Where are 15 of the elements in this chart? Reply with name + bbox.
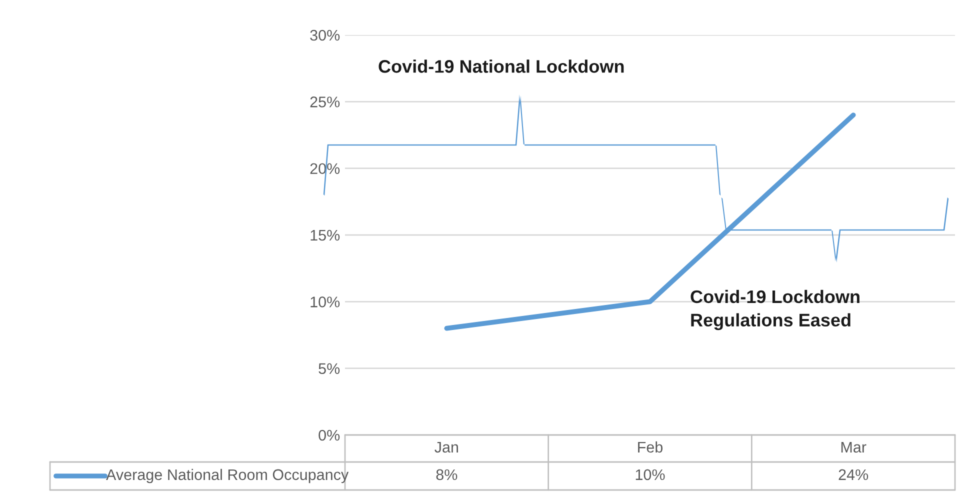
y-tick-label: 15% <box>310 230 340 241</box>
y-tick-label: 30% <box>310 30 340 41</box>
annotation: Covid-19 National Lockdown <box>378 60 624 73</box>
y-tick-label: 0% <box>318 430 340 441</box>
data-label: 24% <box>838 469 868 480</box>
x-tick-label: Jan <box>434 442 458 453</box>
y-tick-label: 10% <box>310 296 340 308</box>
annotation: Covid-19 Lockdown Regulations Eased <box>690 290 860 330</box>
data-label: 10% <box>636 469 665 480</box>
x-tick-label: Mar <box>841 442 866 453</box>
y-tick-label: 5% <box>318 363 340 374</box>
x-tick-label: Feb <box>638 441 663 453</box>
y-tick-label: 25% <box>310 96 340 108</box>
data-label: 8% <box>436 469 458 480</box>
legend-label: Average National Room Occupancy <box>106 468 349 484</box>
